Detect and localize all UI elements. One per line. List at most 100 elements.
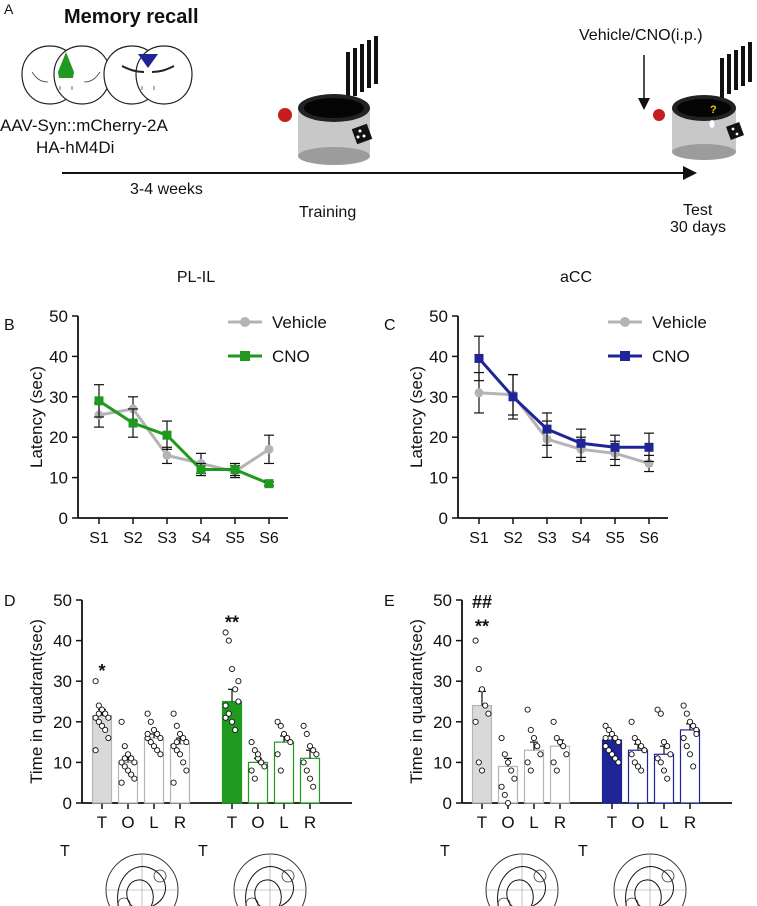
data-point bbox=[602, 722, 609, 729]
data-point bbox=[605, 747, 612, 754]
trace-label: T bbox=[578, 843, 588, 860]
data-point bbox=[576, 438, 586, 448]
data-point bbox=[277, 767, 284, 774]
bar bbox=[601, 739, 623, 804]
brain-section-plil-icon bbox=[21, 45, 111, 105]
y-tick-label: 0 bbox=[439, 509, 448, 528]
y-tick-label: 40 bbox=[53, 632, 72, 651]
data-point bbox=[128, 418, 138, 428]
x-tick-label: L bbox=[279, 813, 288, 832]
data-point bbox=[173, 739, 180, 746]
data-point bbox=[154, 730, 161, 738]
data-point bbox=[303, 730, 310, 738]
x-tick-label: S4 bbox=[571, 530, 591, 547]
data-point bbox=[478, 686, 486, 693]
data-point bbox=[612, 755, 619, 762]
data-point bbox=[563, 751, 570, 758]
data-point bbox=[602, 734, 609, 742]
data-point bbox=[157, 734, 164, 742]
training-label: Training bbox=[299, 204, 357, 221]
test-water-maze-icon bbox=[653, 42, 752, 160]
data-point bbox=[527, 767, 534, 774]
test-label-line2: 30 days bbox=[670, 219, 727, 236]
x-tick-label: L bbox=[659, 813, 668, 832]
question-mark: ? bbox=[710, 104, 717, 116]
injection-arrow-icon bbox=[638, 98, 650, 110]
x-tick-label: O bbox=[501, 813, 514, 832]
legend-marker bbox=[240, 317, 250, 327]
data-point bbox=[144, 730, 151, 738]
data-point bbox=[628, 718, 635, 725]
swim-path-trace-icon bbox=[485, 853, 559, 906]
data-point bbox=[485, 710, 492, 717]
data-point bbox=[274, 718, 281, 725]
panel-a-title: Memory recall bbox=[64, 6, 199, 28]
data-point bbox=[498, 734, 505, 742]
data-point bbox=[95, 718, 102, 725]
y-axis-label: Time in quadrant(sec) bbox=[407, 619, 426, 784]
swim-path-trace-icon bbox=[105, 853, 179, 906]
data-point bbox=[154, 747, 161, 754]
bar bbox=[627, 749, 649, 804]
data-point bbox=[631, 734, 638, 742]
data-point bbox=[254, 751, 262, 758]
data-point bbox=[306, 775, 314, 782]
data-point bbox=[504, 799, 512, 807]
panel-a-schematic bbox=[21, 36, 752, 180]
data-point bbox=[222, 702, 229, 709]
data-point bbox=[498, 783, 505, 790]
y-tick-label: 40 bbox=[429, 347, 448, 366]
data-point bbox=[102, 726, 109, 733]
y-tick-label: 40 bbox=[433, 632, 452, 651]
data-point bbox=[556, 739, 564, 746]
data-point bbox=[615, 759, 622, 766]
data-point bbox=[196, 465, 206, 475]
data-point bbox=[664, 775, 671, 782]
data-point bbox=[550, 718, 557, 725]
x-tick-label: R bbox=[174, 813, 186, 832]
data-point bbox=[121, 743, 128, 750]
data-point bbox=[534, 743, 541, 750]
latency-chart-plil: B PL-IL Latency (sec) 0 10 20 30 40 50 S1 S2 S3 S4 S5… bbox=[4, 269, 327, 547]
data-point bbox=[527, 726, 534, 733]
x-tick-label: R bbox=[684, 813, 696, 832]
data-point bbox=[482, 702, 489, 709]
data-point bbox=[170, 743, 177, 750]
swim-path bbox=[245, 866, 294, 906]
data-point bbox=[693, 730, 700, 738]
data-point bbox=[121, 763, 128, 770]
x-tick-label: O bbox=[121, 813, 134, 832]
x-tick-label: S6 bbox=[259, 530, 279, 547]
data-point bbox=[131, 775, 138, 782]
swim-path bbox=[625, 866, 674, 906]
data-point bbox=[280, 730, 288, 738]
data-point bbox=[180, 759, 187, 766]
x-tick-label: S2 bbox=[123, 530, 143, 547]
x-tick-label: S6 bbox=[639, 530, 659, 547]
series-line-vehicle bbox=[478, 391, 650, 465]
data-point bbox=[474, 388, 484, 398]
data-point bbox=[251, 747, 258, 754]
platform-ring bbox=[661, 869, 675, 883]
x-tick-label: S2 bbox=[503, 530, 523, 547]
y-tick-label: 20 bbox=[53, 713, 72, 732]
data-point bbox=[118, 779, 125, 786]
legend-label: CNO bbox=[652, 347, 690, 366]
data-point bbox=[92, 714, 99, 721]
x-tick-label: O bbox=[251, 813, 264, 832]
x-tick-label: T bbox=[607, 813, 617, 832]
data-point bbox=[144, 710, 151, 717]
data-point bbox=[92, 678, 99, 685]
virus-label-line2: HA-hM4Di bbox=[36, 138, 115, 157]
data-point bbox=[508, 767, 515, 774]
data-point bbox=[251, 775, 258, 782]
x-tick-label: T bbox=[477, 813, 487, 832]
chart-title: aCC bbox=[560, 269, 592, 286]
swim-path bbox=[117, 866, 166, 906]
data-point bbox=[118, 718, 125, 725]
x-tick-label: S3 bbox=[157, 530, 177, 547]
data-point bbox=[602, 743, 609, 750]
data-point bbox=[686, 718, 694, 725]
